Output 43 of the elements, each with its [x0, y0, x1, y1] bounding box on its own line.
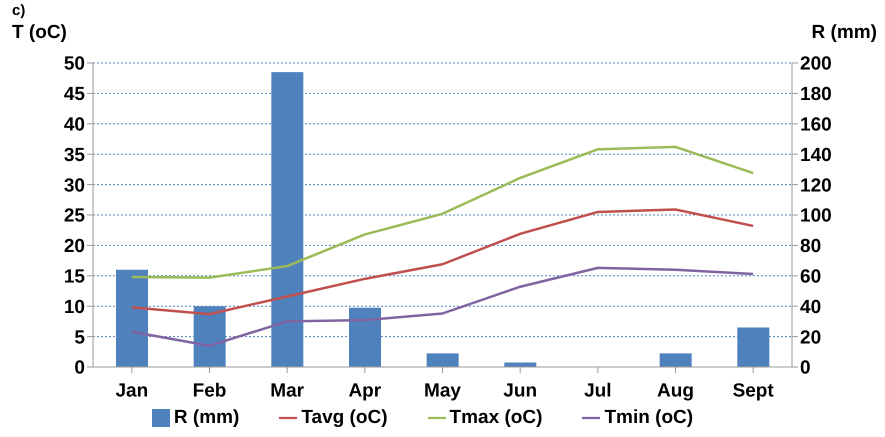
x-tick-label: Jun: [503, 380, 538, 402]
line-series: [130, 208, 754, 316]
x-tick-label: May: [424, 380, 462, 402]
y2-tick-label: 200: [800, 54, 832, 75]
y2-tick-label: 80: [800, 236, 822, 258]
line-series: [130, 146, 754, 279]
y-tick-label: 25: [64, 206, 86, 227]
y2-tick-label: 40: [800, 296, 822, 318]
legend-label: Tavg (oC): [301, 407, 388, 428]
y-tick-label: 0: [74, 358, 85, 379]
y2-tick-label: 120: [800, 175, 832, 196]
y-tick-label: 15: [64, 266, 86, 288]
y2-tick-label: 100: [800, 206, 832, 227]
y2-tick-label: 180: [800, 84, 832, 106]
x-tick-label: Jul: [584, 380, 612, 402]
y2-tick-label: 0: [800, 358, 811, 379]
y-tick-label: 45: [64, 84, 86, 106]
text: c): [12, 2, 26, 19]
y2-tick-label: 160: [800, 114, 832, 136]
x-tick-label: Aug: [657, 380, 694, 402]
y2-tick-label: 60: [800, 266, 822, 288]
bar: [426, 353, 459, 367]
y-tick-label: 40: [64, 114, 85, 136]
y-tick-label: 35: [64, 144, 86, 166]
y2-axis-title: R (mm): [812, 22, 877, 44]
y2-tick-label: 20: [800, 327, 822, 348]
x-tick-label: Mar: [270, 380, 305, 402]
x-tick-label: Jan: [115, 380, 148, 402]
y2-tick-label: 140: [800, 144, 832, 166]
y-tick-label: 20: [64, 236, 85, 258]
y-tick-label: 10: [64, 296, 85, 318]
y-tick-label: 30: [64, 175, 85, 196]
x-tick-label: Apr: [348, 380, 382, 402]
x-tick-label: Sept: [732, 380, 774, 402]
x-tick-label: Feb: [192, 380, 226, 402]
bar: [660, 353, 692, 367]
legend-label: R (mm): [174, 407, 240, 428]
line-series: [130, 266, 754, 347]
y-axis-title: T (oC): [12, 22, 67, 44]
y-tick-label: 50: [64, 54, 85, 75]
y-tick-label: 5: [74, 327, 86, 348]
legend-label: Tmin (oC): [604, 407, 694, 428]
legend-label: Tmax (oC): [450, 407, 542, 428]
